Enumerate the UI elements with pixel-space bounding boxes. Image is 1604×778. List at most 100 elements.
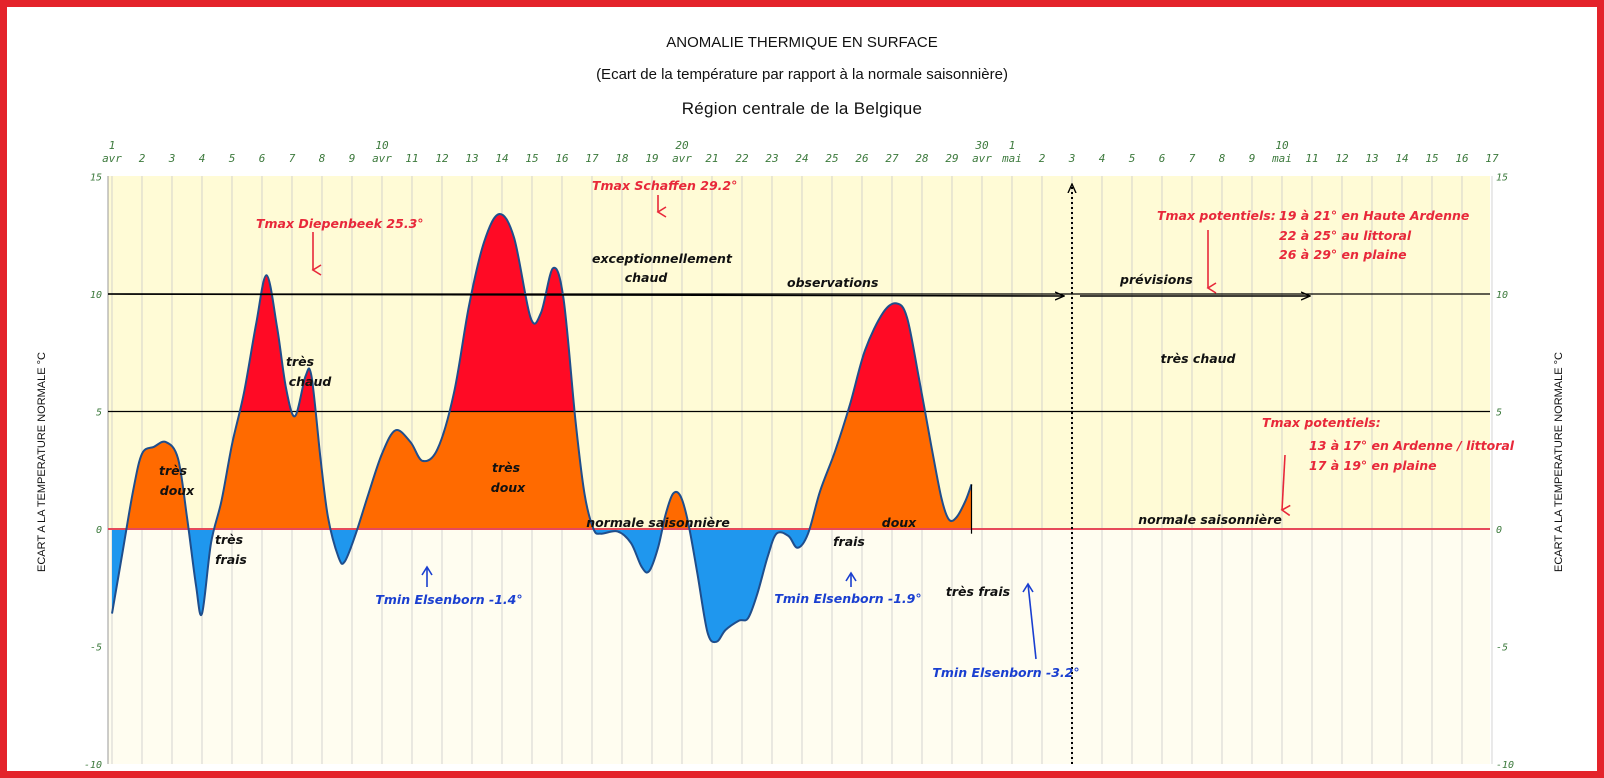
x-tick-month: avr bbox=[372, 152, 392, 165]
x-tick-day: 17 bbox=[1485, 152, 1499, 165]
y-tick-label-right: 10 bbox=[1496, 290, 1508, 301]
y-tick-label-right: 15 bbox=[1496, 173, 1508, 184]
x-tick-label: 3 bbox=[168, 152, 176, 165]
x-tick-label: 12 bbox=[435, 152, 449, 165]
x-tick-day: 17 bbox=[585, 152, 599, 165]
plot-background-lower bbox=[108, 529, 1490, 764]
anomaly-curve bbox=[111, 213, 973, 644]
chart-annotation: frais bbox=[215, 552, 247, 567]
x-tick-label: 13 bbox=[1365, 152, 1378, 165]
x-tick-label: 28 bbox=[915, 152, 929, 165]
x-tick-day: 20 bbox=[675, 139, 689, 152]
x-tick-label: 10 avr bbox=[372, 139, 392, 165]
chart-annotation: Tmin Elsenborn -1.4° bbox=[375, 592, 522, 607]
negative-anomaly-area bbox=[112, 529, 972, 643]
x-tick-day: 9 bbox=[1249, 152, 1256, 165]
x-tick-label: 21 bbox=[705, 152, 718, 165]
x-tick-day: 18 bbox=[615, 152, 629, 165]
x-tick-label: 20 avr bbox=[672, 139, 692, 165]
x-tick-label: 14 bbox=[495, 152, 508, 165]
plot-background-upper bbox=[108, 176, 1490, 529]
x-tick-day: 25 bbox=[825, 152, 838, 165]
x-tick-month: mai bbox=[1001, 152, 1022, 165]
x-tick-label: 18 bbox=[615, 152, 629, 165]
chart-annotation: frais bbox=[833, 534, 865, 549]
x-tick-label: 9 bbox=[349, 152, 356, 165]
chart-annotation: normale saisonnière bbox=[1138, 512, 1282, 527]
chart-annotation: doux bbox=[882, 515, 917, 530]
x-tick-label: 4 bbox=[199, 152, 206, 165]
x-tick-day: 26 bbox=[855, 152, 869, 165]
chart-annotation: prévisions bbox=[1119, 272, 1193, 287]
chart-annotation: doux bbox=[491, 480, 526, 495]
x-tick-label: 12 bbox=[1335, 152, 1349, 165]
x-tick-day: 5 bbox=[1129, 152, 1136, 165]
x-tick-label: 5 bbox=[229, 152, 236, 165]
x-tick-label: 17 bbox=[1485, 152, 1499, 165]
x-tick-day: 5 bbox=[229, 152, 236, 165]
x-tick-label: 1 mai bbox=[1001, 139, 1022, 165]
chart-annotation: 19 à 21° en Haute Ardenne bbox=[1279, 208, 1469, 223]
x-tick-month: avr bbox=[102, 152, 122, 165]
chart-annotation: exceptionnellement bbox=[592, 251, 733, 266]
y-tick-label-left: 5 bbox=[96, 408, 102, 419]
y-tick-label-left: -5 bbox=[90, 643, 102, 654]
x-tick-day: 8 bbox=[319, 152, 326, 165]
x-tick-day: 22 bbox=[735, 152, 749, 165]
mild-anomaly-area bbox=[112, 411, 972, 529]
y-tick-label-left: 10 bbox=[90, 290, 102, 301]
chart-annotation: très frais bbox=[946, 584, 1010, 599]
x-tick-label: 15 bbox=[1425, 152, 1438, 165]
y-tick-label-right: -5 bbox=[1496, 643, 1508, 654]
x-tick-day: 13 bbox=[465, 152, 478, 165]
x-tick-label: 29 bbox=[945, 152, 958, 165]
x-tick-label: 2 bbox=[1039, 152, 1046, 165]
x-tick-day: 30 bbox=[974, 139, 989, 152]
x-tick-label: 26 bbox=[855, 152, 869, 165]
x-tick-label: 11 bbox=[405, 152, 418, 165]
x-tick-label: 22 bbox=[735, 152, 749, 165]
x-tick-day: 1 bbox=[1009, 139, 1016, 152]
x-tick-day: 23 bbox=[765, 152, 778, 165]
x-tick-day: 2 bbox=[1039, 152, 1046, 165]
x-tick-day: 3 bbox=[168, 152, 176, 165]
x-tick-day: 12 bbox=[435, 152, 449, 165]
chart-annotation: 26 à 29° en plaine bbox=[1279, 247, 1407, 262]
x-tick-day: 24 bbox=[795, 152, 808, 165]
x-tick-day: 15 bbox=[525, 152, 538, 165]
chart-annotation: Tmin Elsenborn -3.2° bbox=[932, 665, 1079, 680]
x-tick-label: 3 bbox=[1068, 152, 1076, 165]
chart-annotation: 22 à 25° au littoral bbox=[1279, 228, 1412, 243]
x-tick-day: 4 bbox=[199, 152, 206, 165]
x-tick-label: 30 avr bbox=[972, 139, 992, 165]
chart-annotation: Tmax Schaffen 29.2° bbox=[592, 178, 737, 193]
x-tick-day: 16 bbox=[1455, 152, 1469, 165]
x-tick-label: 8 bbox=[319, 152, 326, 165]
chart-annotation: chaud bbox=[625, 270, 669, 285]
y-tick-label-right: 0 bbox=[1496, 525, 1502, 536]
x-tick-month: avr bbox=[672, 152, 692, 165]
x-tick-label: 6 bbox=[259, 152, 266, 165]
x-tick-day: 14 bbox=[1395, 152, 1408, 165]
chart-annotation: Tmin Elsenborn -1.9° bbox=[774, 591, 921, 606]
x-tick-label: 1 avr bbox=[102, 139, 122, 165]
x-tick-label: 9 bbox=[1249, 152, 1256, 165]
chart-annotation: très bbox=[215, 532, 243, 547]
x-tick-day: 27 bbox=[885, 152, 899, 165]
blue-pointer-arrow bbox=[1022, 582, 1037, 660]
x-tick-month: mai bbox=[1271, 152, 1292, 165]
x-tick-label: 7 bbox=[1189, 152, 1196, 165]
x-tick-label: 4 bbox=[1099, 152, 1106, 165]
chart-annotation: normale saisonnière bbox=[586, 515, 730, 530]
x-tick-day: 14 bbox=[495, 152, 508, 165]
chart-subtitle: (Ecart de la température par rapport à l… bbox=[596, 66, 1008, 83]
chart-annotation: très chaud bbox=[1161, 351, 1237, 366]
y-tick-label-right: 5 bbox=[1496, 408, 1502, 419]
x-tick-label: 19 bbox=[645, 152, 658, 165]
chart-annotation: 13 à 17° en Ardenne / littoral bbox=[1309, 438, 1515, 453]
x-tick-day: 12 bbox=[1335, 152, 1349, 165]
y-tick-label-right: -10 bbox=[1496, 760, 1514, 771]
x-tick-label: 16 bbox=[1455, 152, 1469, 165]
x-tick-day: 16 bbox=[555, 152, 569, 165]
x-tick-label: 23 bbox=[765, 152, 778, 165]
